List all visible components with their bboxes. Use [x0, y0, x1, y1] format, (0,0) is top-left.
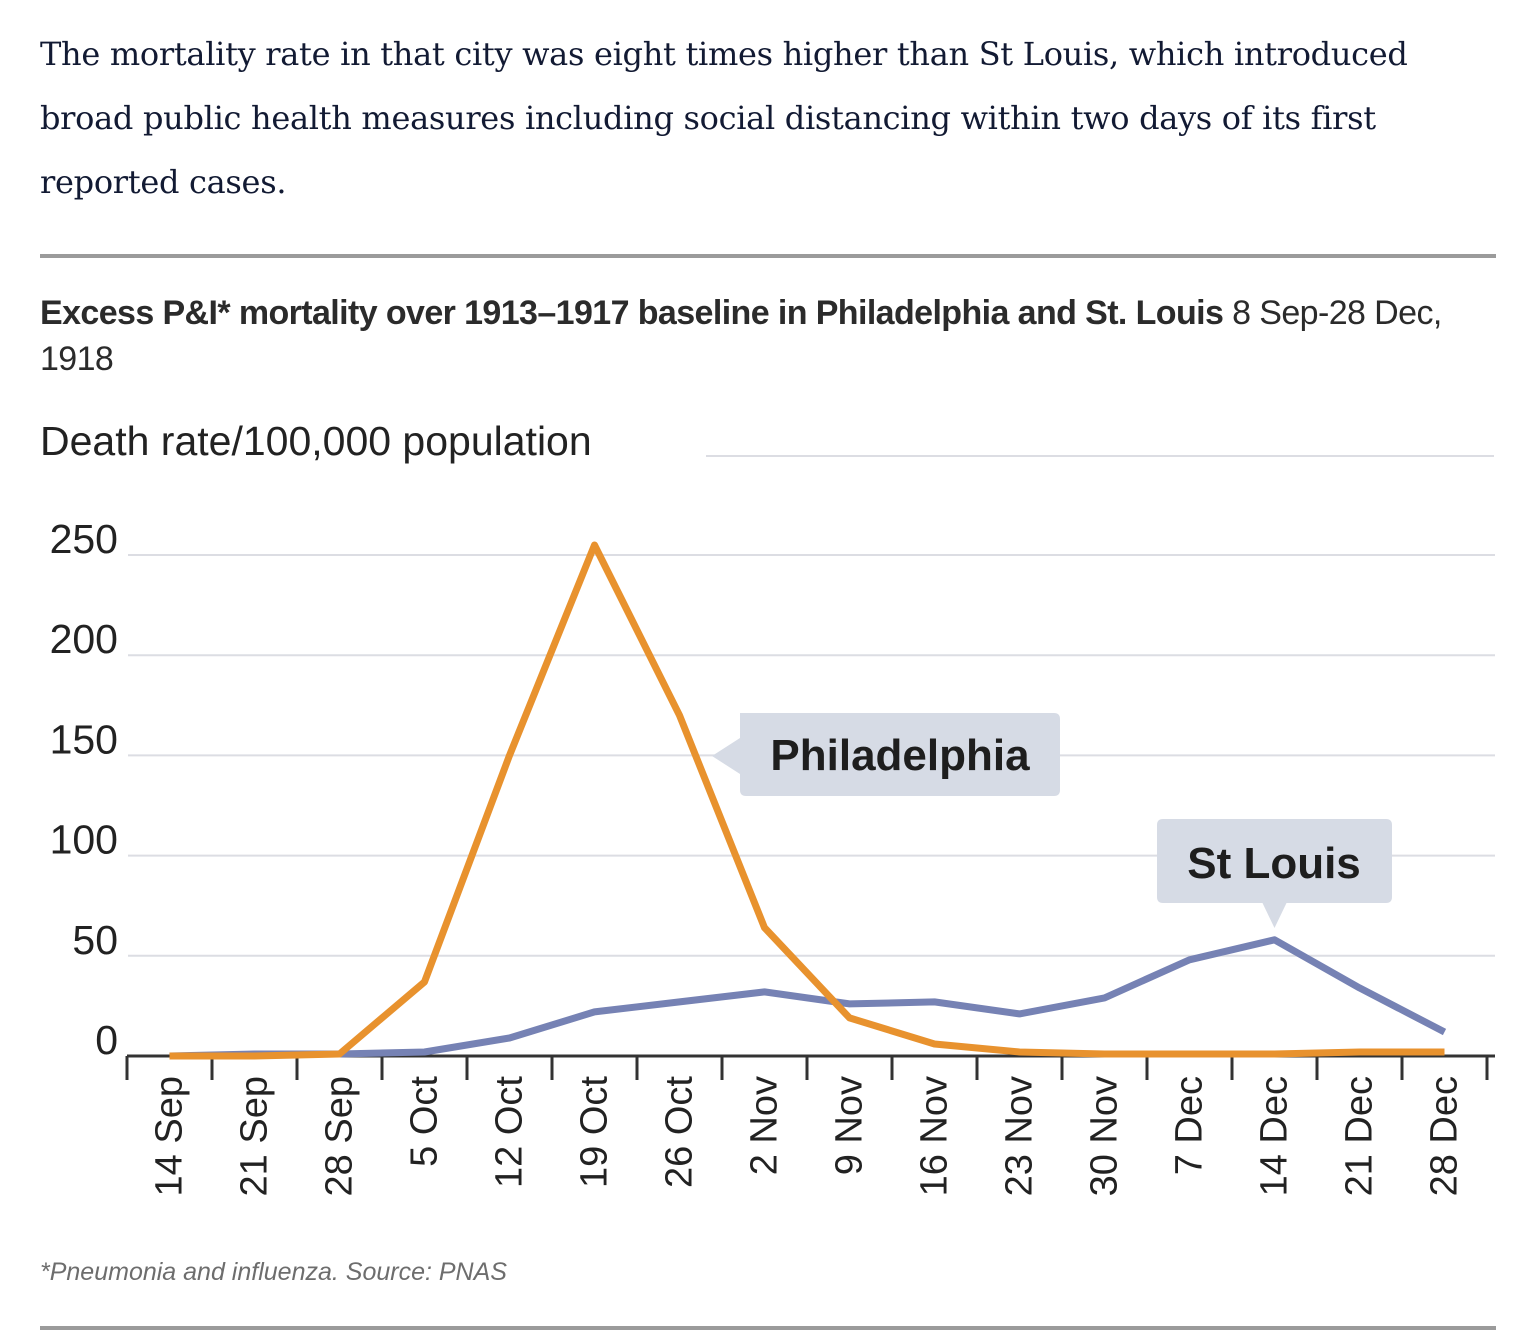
- x-tick-label: 9 Nov: [829, 1076, 871, 1175]
- chart-footnote: *Pneumonia and influenza. Source: PNAS: [40, 1258, 507, 1286]
- x-tick-label: 14 Dec: [1254, 1076, 1296, 1196]
- chart-title: Excess P&I* mortality over 1913–1917 bas…: [40, 290, 1500, 382]
- x-tick-label: 19 Oct: [574, 1076, 616, 1188]
- x-tick-label: 21 Dec: [1339, 1076, 1381, 1196]
- y-tick-label: 250: [50, 516, 118, 562]
- x-tick-label: 26 Oct: [659, 1076, 701, 1188]
- line-chart: Death rate/100,000 population 0 50 100 150 2…: [40, 418, 1495, 1196]
- series-label-text: Philadelphia: [770, 731, 1030, 780]
- y-tick-label: 50: [72, 917, 118, 963]
- label-box: [1157, 819, 1392, 928]
- y-tick-label: 200: [50, 616, 118, 662]
- x-tick-label: 12 Oct: [489, 1076, 531, 1188]
- x-tick-label: 23 Nov: [999, 1076, 1041, 1196]
- series-line-st-louis: [169, 936, 1447, 1060]
- x-tick-label: 30 Nov: [1084, 1076, 1126, 1196]
- label-box: [712, 713, 1060, 796]
- series-line-philadelphia: [169, 541, 1445, 1060]
- x-tick-label: 2 Nov: [744, 1076, 786, 1175]
- x-tick-label: 21 Sep: [234, 1076, 276, 1196]
- series-label-st-louis: St Louis: [1157, 819, 1392, 928]
- x-tick-label: 14 Sep: [149, 1076, 191, 1196]
- y-tick-label: 0: [95, 1017, 118, 1063]
- chart-title-main: Excess P&I* mortality over 1913–1917 bas…: [40, 294, 1224, 332]
- x-tick-label: 5 Oct: [404, 1076, 446, 1167]
- series-label-philadelphia: Philadelphia: [712, 713, 1060, 796]
- x-tick-label: 16 Nov: [914, 1076, 956, 1196]
- divider-top: [40, 254, 1496, 258]
- article-paragraph: The mortality rate in that city was eigh…: [40, 35, 1408, 201]
- series-label-text: St Louis: [1187, 839, 1361, 888]
- x-tick-label: 28 Sep: [319, 1076, 361, 1196]
- y-axis-title: Death rate/100,000 population: [40, 418, 592, 464]
- x-tick-label: 28 Dec: [1424, 1076, 1466, 1196]
- y-tick-label: 100: [50, 817, 118, 863]
- chart-title-date-range: 8 Sep-28 Dec, 1918: [40, 294, 1442, 378]
- divider-bottom: [40, 1326, 1496, 1330]
- x-tick-label: 7 Dec: [1169, 1076, 1211, 1175]
- y-tick-label: 150: [50, 716, 118, 762]
